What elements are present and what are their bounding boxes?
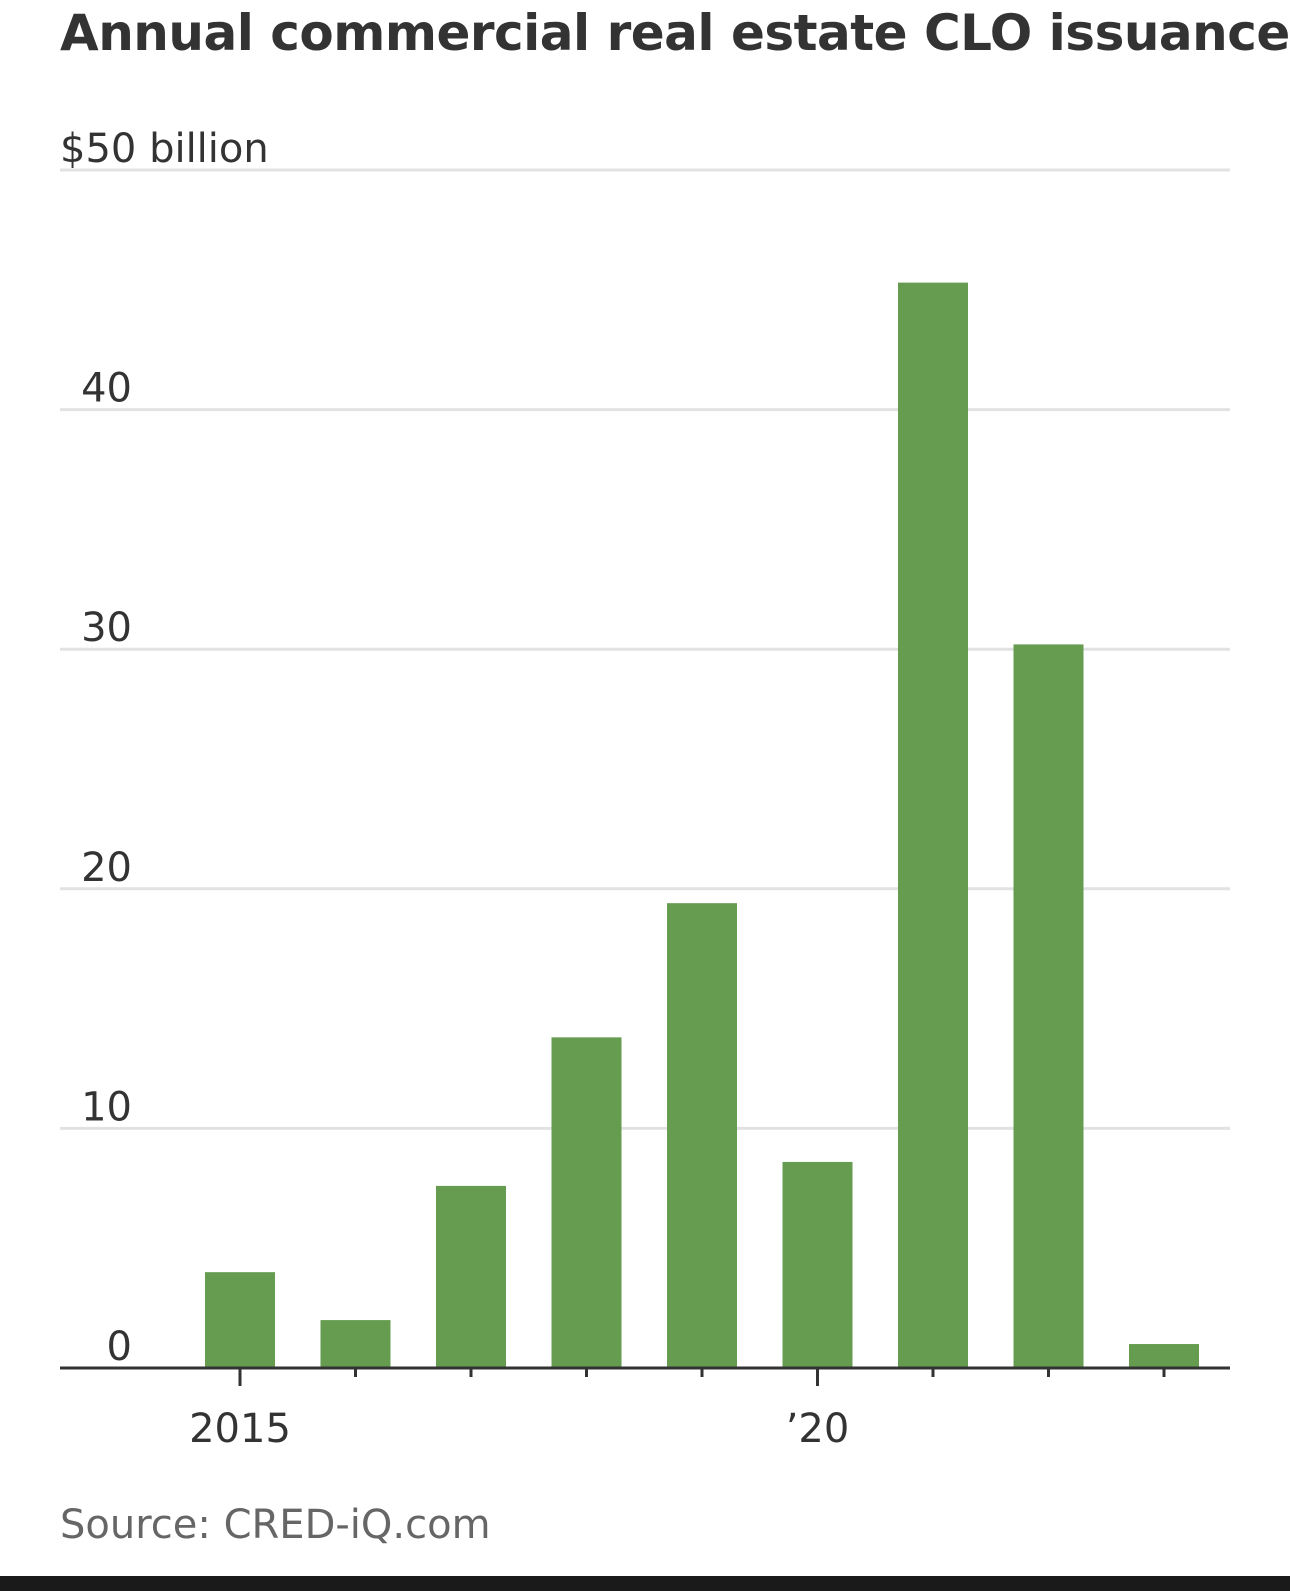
bar-2020 bbox=[782, 1161, 853, 1368]
source-note: Source: CRED-iQ.com bbox=[60, 1502, 491, 1548]
y-tick-label-40: 40 bbox=[81, 366, 132, 412]
y-tick-label-20: 20 bbox=[81, 845, 132, 891]
x-tick-labels: 2015 ’20 bbox=[189, 1406, 849, 1452]
y-tick-label-30: 30 bbox=[81, 605, 132, 651]
bar-2019 bbox=[667, 903, 737, 1368]
bars bbox=[205, 282, 1199, 1368]
bar-2017 bbox=[436, 1185, 506, 1368]
y-tick-label-50: $50 billion bbox=[60, 126, 269, 172]
bar-2023 bbox=[1129, 1344, 1199, 1368]
bar-2018 bbox=[551, 1037, 622, 1368]
x-tick-label-2015: 2015 bbox=[189, 1406, 291, 1452]
y-tick-label-0: 0 bbox=[107, 1324, 132, 1370]
y-tick-label-10: 10 bbox=[81, 1084, 132, 1130]
bottom-bar bbox=[0, 1576, 1290, 1591]
x-axis bbox=[60, 1366, 1230, 1386]
bar-2016 bbox=[320, 1320, 391, 1368]
chart-title: Annual commercial real estate CLO issuan… bbox=[60, 4, 1290, 62]
x-tick-label-2020: ’20 bbox=[786, 1406, 850, 1452]
bar-2021 bbox=[898, 282, 968, 1368]
bar-2022 bbox=[1013, 644, 1084, 1368]
y-tick-labels: 0 10 20 30 40 $50 billion bbox=[60, 126, 269, 1370]
bar-2015 bbox=[205, 1272, 275, 1368]
